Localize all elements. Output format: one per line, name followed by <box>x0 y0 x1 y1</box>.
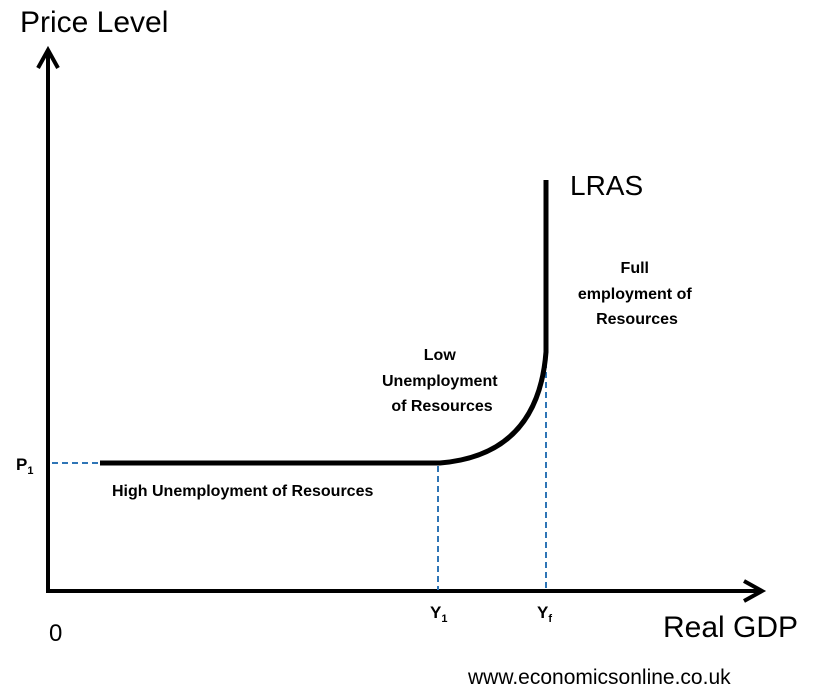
y1-tick-main: Y <box>430 603 442 622</box>
lras-curve <box>100 180 549 466</box>
full-employment-note: Full employment of Resources <box>578 260 696 328</box>
p1-tick-main: P <box>16 455 27 474</box>
origin-label: 0 <box>49 620 62 647</box>
source-url: www.economicsonline.co.uk <box>467 666 731 689</box>
low-unemployment-line-1: Low <box>424 347 457 364</box>
y1-tick-sub: 1 <box>441 613 447 625</box>
x-axis-arrowhead <box>743 579 767 603</box>
y1-tick-label: Y1 <box>430 603 447 625</box>
low-unemployment-note: Low Unemployment of Resources <box>382 347 502 415</box>
y-axis-arrowhead <box>36 45 60 69</box>
low-unemployment-line-2: Unemployment <box>382 373 498 390</box>
full-employment-line-1: Full <box>621 260 649 277</box>
lras-label: LRAS <box>570 170 643 201</box>
yf-tick-main: Y <box>537 603 549 622</box>
high-unemployment-note: High Unemployment of Resources <box>112 483 373 500</box>
yf-tick-label: Yf <box>537 603 552 625</box>
x-axis-title: Real GDP <box>663 611 798 644</box>
full-employment-line-2: employment of <box>578 286 692 303</box>
low-unemployment-line-3: of Resources <box>391 398 492 415</box>
yf-tick-sub: f <box>548 613 552 625</box>
p1-tick-label: P1 <box>16 455 33 477</box>
y-axis-title: Price Level <box>20 6 168 39</box>
full-employment-line-3: Resources <box>596 311 678 328</box>
p1-tick-sub: 1 <box>27 465 33 477</box>
